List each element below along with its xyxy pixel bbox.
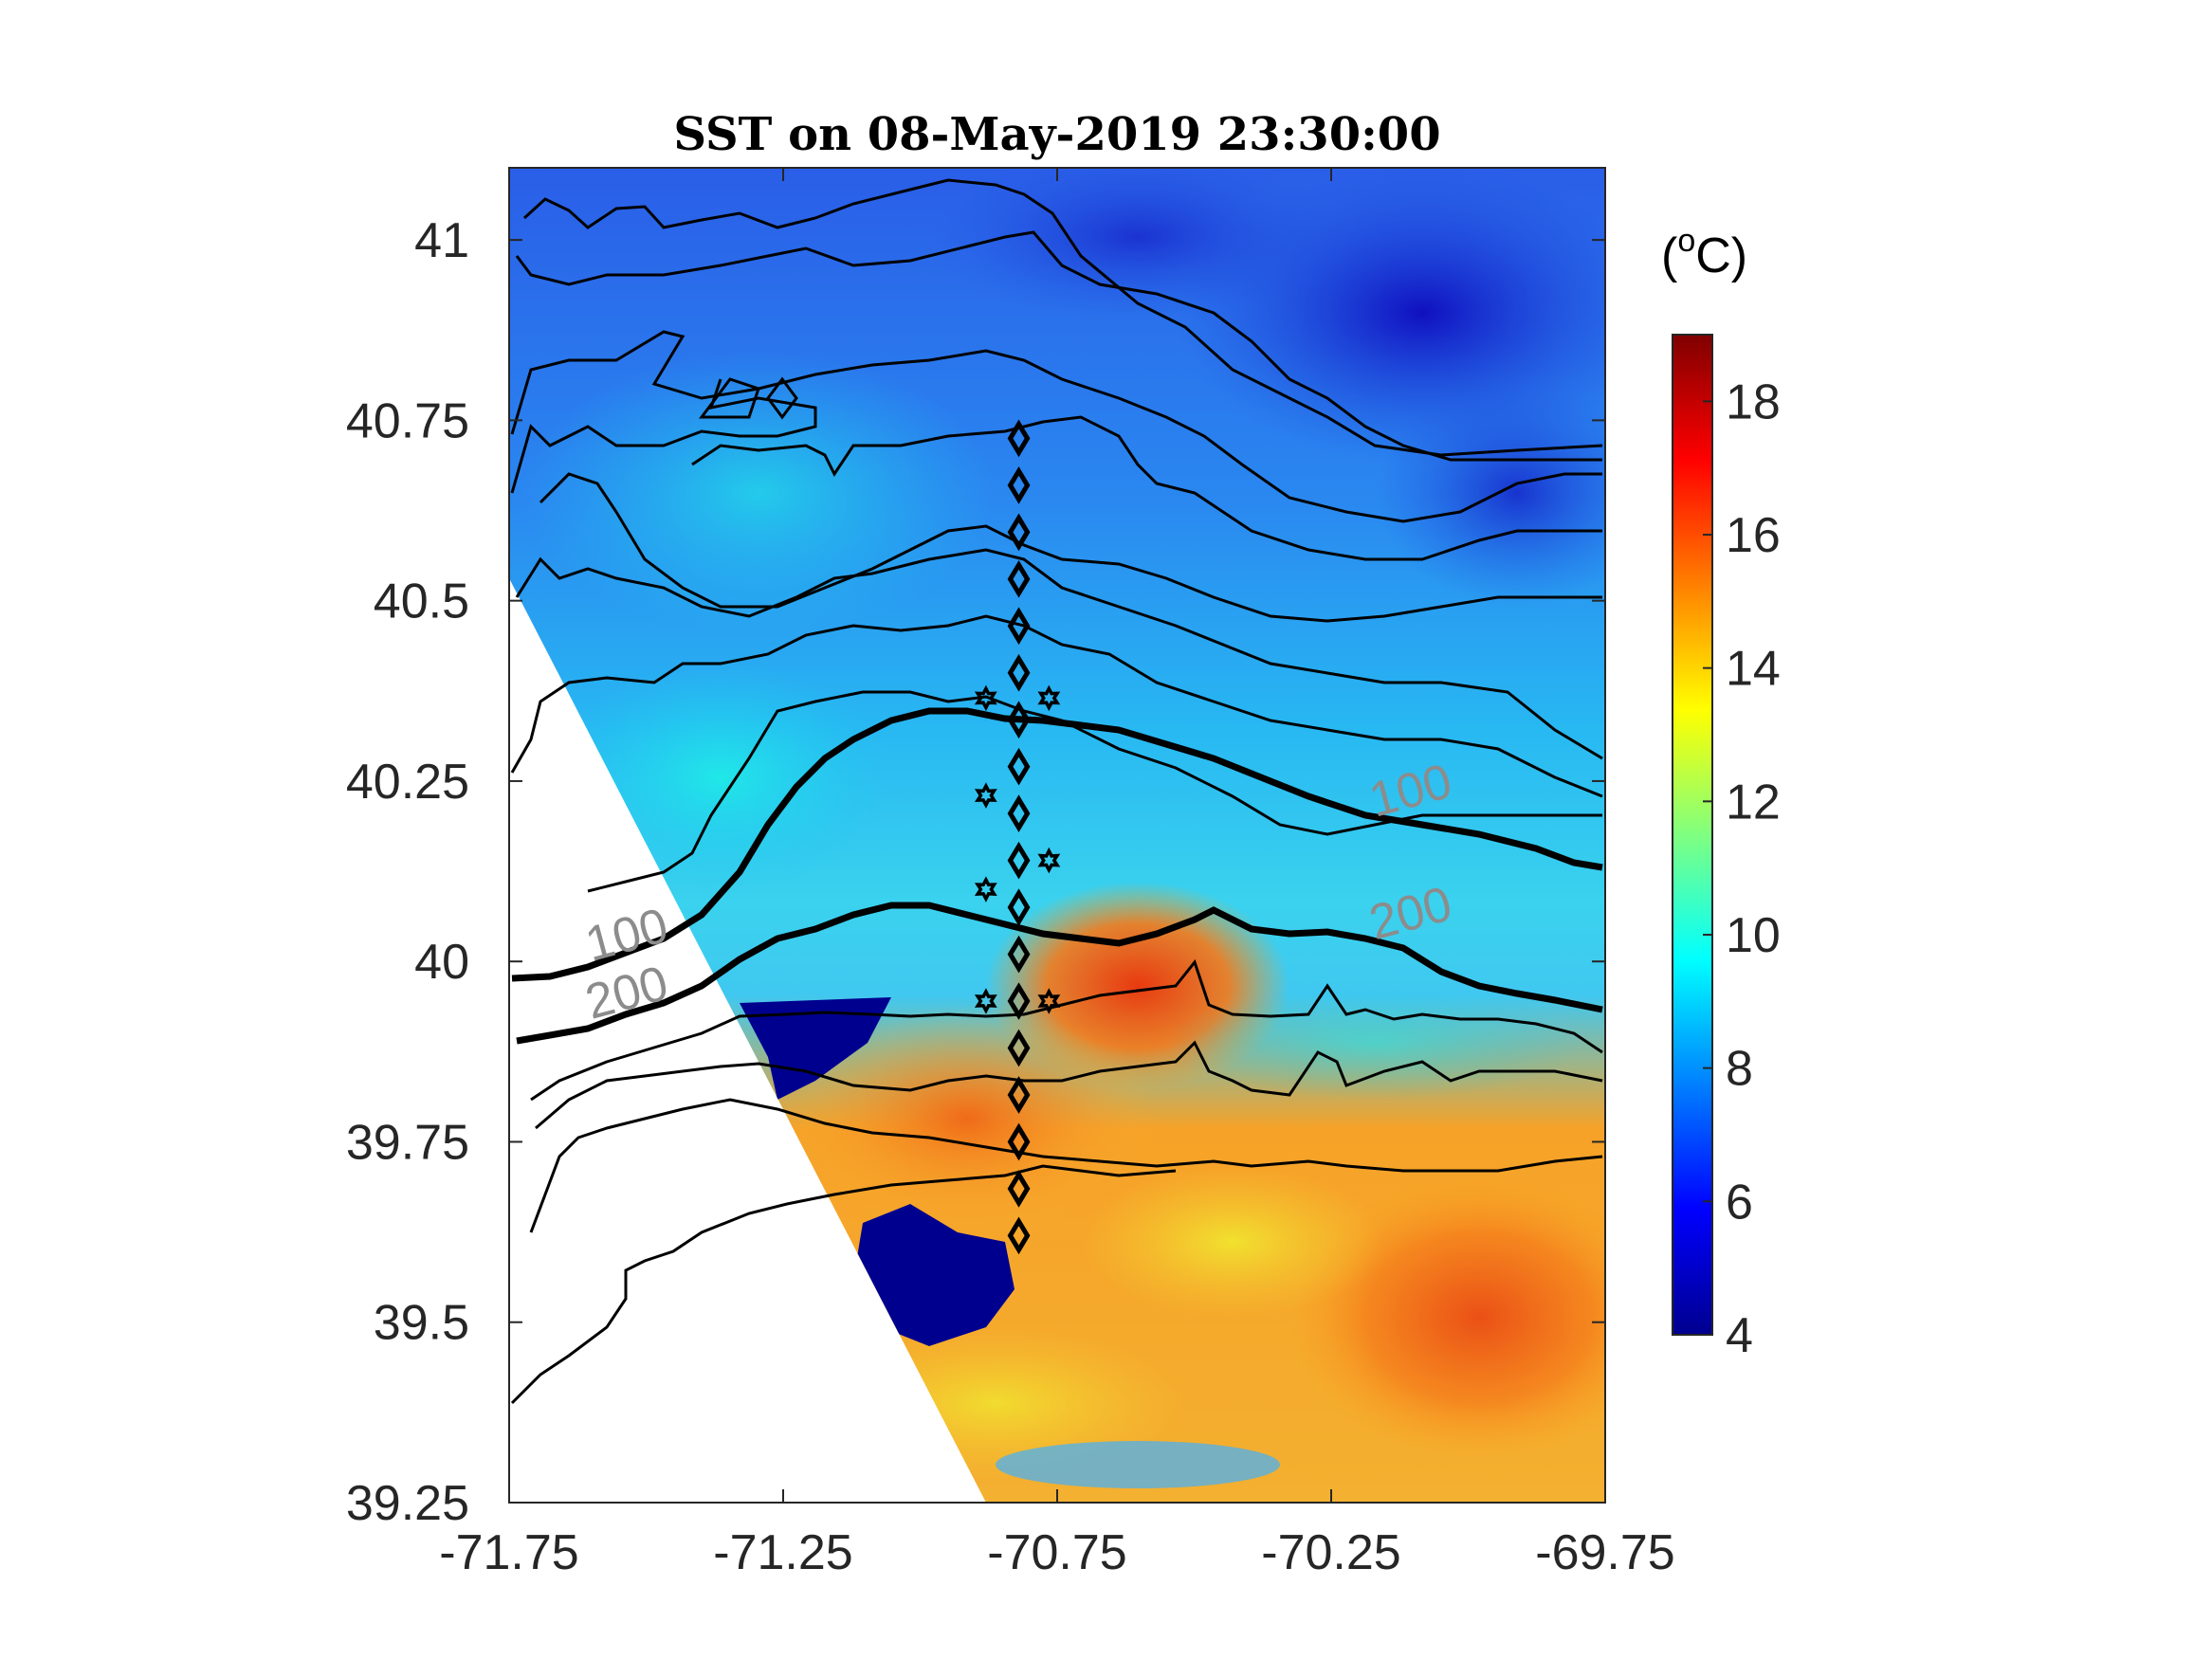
contour-line (510, 330, 1602, 523)
station-star (974, 876, 997, 902)
isobath-100 (511, 707, 1603, 982)
chart-title: SST on 08-May-2019 23:30:00 (673, 108, 1440, 161)
contour-line (515, 230, 1602, 462)
contour-line (535, 1040, 1603, 1130)
contour-line (522, 178, 1603, 457)
colorbar-tick-label: 16 (1726, 508, 1781, 563)
colorbar-tick-label: 10 (1726, 908, 1781, 963)
x-tick-label: -69.75 (1535, 1525, 1674, 1580)
y-tick-label: 40.75 (346, 393, 469, 448)
station-diamond (1007, 982, 1031, 1020)
station-diamond (1007, 653, 1031, 692)
station-diamond (1007, 559, 1031, 598)
station-diamond (1007, 607, 1031, 646)
colorbar-tick-label: 14 (1726, 642, 1781, 697)
contour-line (699, 377, 760, 419)
y-tick-label: 40 (414, 935, 469, 990)
contour-line (530, 958, 1603, 1102)
y-tick-label: 39.25 (346, 1476, 469, 1531)
station-star (974, 782, 997, 809)
station-diamond (1007, 513, 1031, 552)
station-diamond (1007, 888, 1031, 926)
contour-line (510, 614, 1603, 798)
x-tick-labels: -71.75 -71.25 -70.75 -70.25 -69.75 (439, 1525, 1674, 1580)
station-diamond (1007, 466, 1031, 504)
colorbar-tick-label: 6 (1726, 1175, 1753, 1230)
colorbar-tick-label: 12 (1726, 775, 1781, 830)
station-diamond (1007, 1122, 1031, 1161)
station-diamond (1007, 1216, 1031, 1255)
contour-line (510, 1164, 1177, 1405)
station-star (1037, 684, 1061, 712)
y-tick-labels: 39.25 39.5 39.75 40 40.25 40.5 40.75 41 (346, 213, 469, 1531)
station-diamond (1007, 1170, 1031, 1208)
contour-line (766, 376, 798, 420)
contour-line (587, 690, 1602, 893)
x-tick-label: -70.75 (987, 1525, 1126, 1580)
x-tick-label: -71.25 (713, 1525, 852, 1580)
y-tick-label: 40.25 (346, 755, 469, 810)
station-star (974, 988, 997, 1014)
x-tick-label: -70.25 (1261, 1525, 1400, 1580)
station-diamond (1007, 1029, 1031, 1067)
contour-line (529, 1098, 1603, 1233)
station-diamond (1007, 419, 1031, 458)
station-diamond (1007, 747, 1031, 786)
y-tick-label: 39.5 (374, 1296, 469, 1351)
colorbar-tick-label: 18 (1726, 374, 1781, 429)
station-diamond (1007, 794, 1031, 833)
station-diamond (1007, 1076, 1031, 1114)
isobath-contours (510, 178, 1603, 1405)
sst-heatmap (509, 168, 1605, 1503)
contour-line (539, 472, 1602, 623)
colorbar-ticks: 4 6 8 10 12 14 16 18 (1703, 374, 1781, 1363)
colorbar: (oC) 4 6 8 10 12 14 16 18 (1661, 223, 1781, 1363)
station-diamond (1007, 935, 1031, 974)
x-tick-label: -71.75 (439, 1525, 578, 1580)
station-markers (974, 419, 1061, 1255)
station-diamond (1007, 841, 1031, 880)
y-tick-label: 41 (414, 213, 469, 268)
axis-ticks (508, 168, 1606, 1504)
y-tick-label: 39.75 (346, 1115, 469, 1170)
colorbar-tick-label: 8 (1726, 1042, 1753, 1097)
contour-line (691, 415, 1602, 561)
contour-line (515, 548, 1603, 760)
station-diamond (1007, 701, 1031, 739)
isobath-200 (516, 902, 1603, 1045)
y-tick-label: 40.5 (374, 574, 469, 629)
colorbar-tick-label: 4 (1726, 1308, 1753, 1363)
station-star (1037, 988, 1061, 1014)
colorbar-gradient (1672, 334, 1713, 1336)
station-star (1037, 847, 1061, 874)
station-star (974, 684, 997, 712)
colorbar-unit: (oC) (1661, 223, 1747, 283)
